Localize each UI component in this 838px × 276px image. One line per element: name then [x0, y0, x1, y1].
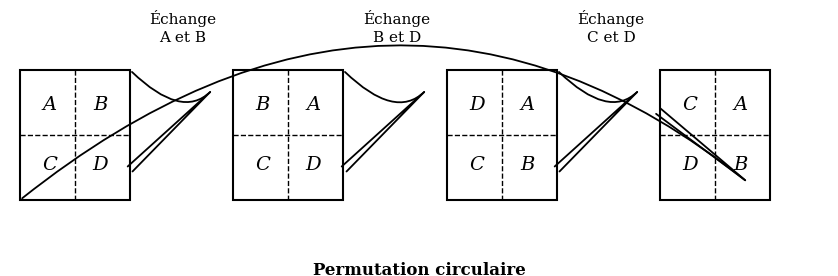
Text: B: B — [256, 96, 270, 114]
Text: D: D — [92, 156, 108, 174]
Text: A: A — [520, 96, 535, 114]
Text: D: D — [306, 156, 321, 174]
Bar — [233, 70, 343, 200]
Text: B: B — [520, 156, 535, 174]
Text: A: A — [306, 96, 320, 114]
Text: Permutation circulaire: Permutation circulaire — [313, 262, 525, 276]
Text: C: C — [42, 156, 57, 174]
Text: C: C — [256, 156, 270, 174]
Text: A: A — [733, 96, 747, 114]
Bar — [660, 70, 770, 200]
Bar — [447, 70, 557, 200]
Text: C: C — [682, 96, 697, 114]
Text: C: C — [469, 156, 484, 174]
Text: B: B — [733, 156, 747, 174]
Text: Échange
B et D: Échange B et D — [364, 10, 431, 45]
Text: Échange
A et B: Échange A et B — [149, 10, 216, 45]
Text: D: D — [469, 96, 484, 114]
Text: B: B — [93, 96, 107, 114]
Text: Échange
C et D: Échange C et D — [577, 10, 644, 45]
Text: D: D — [682, 156, 697, 174]
Bar — [20, 70, 130, 200]
Text: A: A — [43, 96, 57, 114]
